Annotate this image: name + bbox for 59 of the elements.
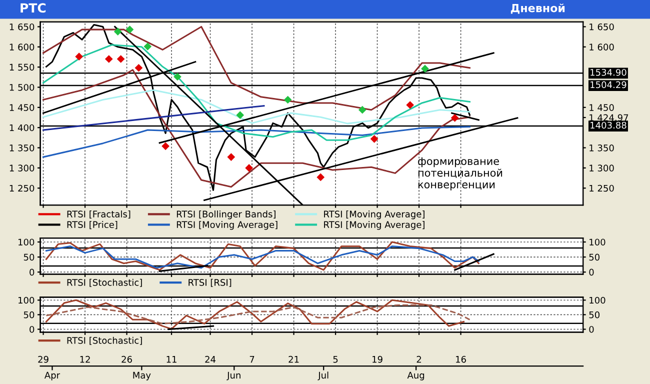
- x-tick-label: 11: [166, 356, 176, 363]
- y2-tick-label: 0: [589, 326, 594, 333]
- legend-label: RTSI [Price]: [67, 221, 118, 230]
- x2-tick-label: Apr: [44, 372, 60, 380]
- chart-subtitle: Дневной: [510, 4, 565, 14]
- y2-tick-label: 50: [589, 254, 600, 261]
- y2-tick-label: 100: [590, 238, 606, 246]
- y-tick-label: 1 450: [10, 104, 34, 111]
- x-tick-label: 5: [333, 356, 338, 363]
- x-tick-label: 21: [288, 356, 299, 363]
- legend-label: RTSI [Moving Average]: [176, 221, 278, 230]
- x-tick-label: 26: [122, 356, 132, 363]
- y-tick-label: 0: [30, 268, 34, 276]
- annotation: формирование потенциальной конвергенции: [418, 157, 502, 190]
- ref-line-label: 1403.88: [590, 122, 626, 129]
- x-tick-label: 7: [250, 356, 254, 363]
- chart-title: РТС: [20, 3, 46, 13]
- y2-tick-label: 1 350: [590, 144, 614, 152]
- ref-line-label: 1534.90: [590, 68, 626, 76]
- y-tick-label: 1 250: [10, 184, 34, 192]
- x2-tick-label: Aug: [407, 372, 424, 380]
- y-tick-label: 1 650: [10, 23, 34, 30]
- x-tick-label: 16: [456, 356, 466, 363]
- y-tick-label: 1 300: [10, 164, 34, 172]
- y2-tick-label: 100: [590, 296, 606, 304]
- series-label: RTSI [Stochastic]: [67, 278, 142, 287]
- y2-tick-label: 1 450: [590, 104, 614, 111]
- legend-label: RTSI [Moving Average]: [324, 210, 424, 220]
- x2-tick-label: Jul: [318, 372, 328, 380]
- legend-label: RTSI [Fractals]: [67, 210, 130, 219]
- y-tick-label: 0: [30, 326, 34, 333]
- y-tick-label: 1 400: [10, 124, 34, 132]
- series-label: RTSI [Stochastic]: [67, 336, 142, 345]
- x-tick-label: 2: [416, 356, 421, 363]
- y2-tick-label: 50: [589, 311, 600, 318]
- x-tick-label: 12: [80, 356, 90, 363]
- y-tick-label: 50: [24, 311, 34, 318]
- ref-line-label: 1504.29: [590, 81, 626, 88]
- legend-label: RTSI [Moving Average]: [324, 221, 424, 230]
- y-tick-label: 1 600: [10, 44, 34, 50]
- legend-label: RTSI [RSI]: [188, 278, 232, 287]
- y2-tick-label: 1 650: [590, 23, 614, 30]
- y2-tick-label: 1 250: [590, 184, 614, 192]
- x2-tick-label: Jun: [226, 372, 240, 380]
- y-tick-label: 100: [18, 238, 34, 246]
- x-tick-label: 24: [205, 356, 216, 363]
- legend-label: RTSI [Bollinger Bands]: [176, 210, 276, 220]
- x2-tick-label: May: [133, 372, 151, 380]
- y-tick-label: 100: [18, 296, 34, 304]
- y2-tick-label: 1 600: [590, 44, 614, 50]
- y2-tick-label: 1 300: [590, 164, 614, 172]
- y2-tick-label: 0: [589, 268, 594, 276]
- y-tick-label: 1 500: [10, 84, 34, 91]
- y2-tick-label: 1 424.97: [590, 114, 628, 122]
- y-tick-label: 1 550: [10, 64, 34, 71]
- x-tick-label: 19: [372, 356, 382, 363]
- y-tick-label: 1 350: [10, 144, 34, 152]
- x-tick-label: 29: [38, 356, 48, 363]
- y-tick-label: 50: [24, 254, 34, 261]
